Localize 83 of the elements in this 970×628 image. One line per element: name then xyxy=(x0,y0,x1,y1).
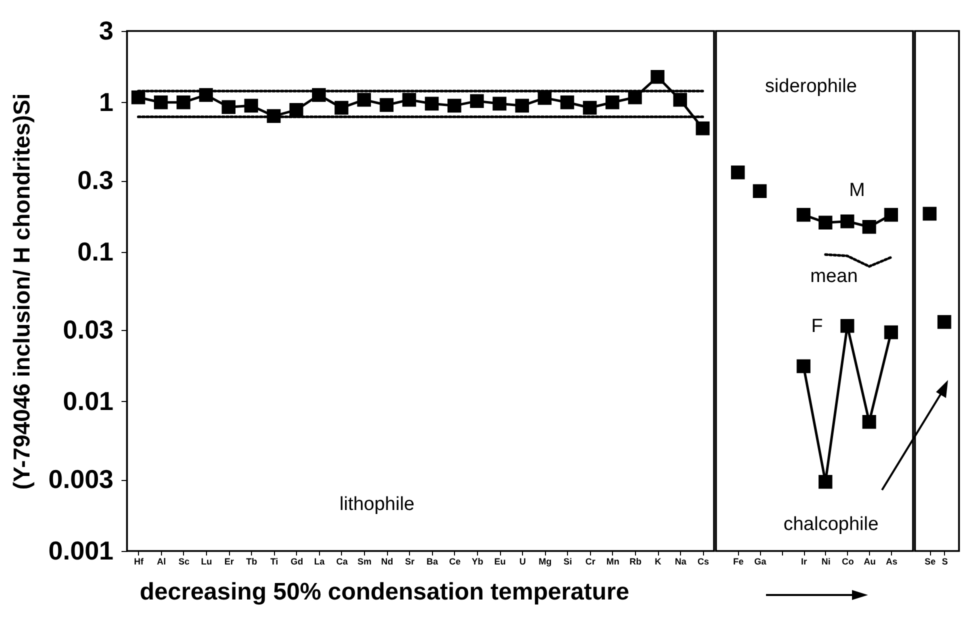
point xyxy=(884,325,898,340)
x-tick-label: Yb xyxy=(472,556,484,566)
annotation: siderophile xyxy=(765,76,857,97)
y-axis-title: (Y-794046 inclusion/ H chondrites)Si xyxy=(8,93,34,490)
x-tick-label: Co xyxy=(842,556,854,566)
x-tick-label: Na xyxy=(674,556,688,566)
x-tick-label: Er xyxy=(224,556,234,566)
x-tick-label: Ti xyxy=(270,556,278,566)
x-tick-label: Fe xyxy=(733,556,744,566)
x-tick-label: Ni xyxy=(821,556,830,566)
point xyxy=(380,98,394,112)
point xyxy=(538,91,552,105)
y-tick-label: 0.3 xyxy=(77,165,114,196)
x-tick-label: Cr xyxy=(585,556,596,566)
point xyxy=(470,94,484,108)
annotation: lithophile xyxy=(340,494,414,515)
point xyxy=(673,92,688,107)
point xyxy=(650,70,664,84)
y-tick-label: 0.1 xyxy=(77,236,114,266)
point xyxy=(560,95,574,110)
x-tick-label: Tb xyxy=(246,556,258,566)
point xyxy=(222,100,236,114)
x-tick-label: As xyxy=(886,556,898,566)
x-tick-label: Au xyxy=(864,556,876,566)
point xyxy=(492,96,506,111)
x-axis-title: decreasing 50% condensation temperature xyxy=(140,578,630,606)
x-tick-label: Hf xyxy=(134,556,145,566)
x-tick-label: Ga xyxy=(754,556,768,566)
x-tick-label: Ba xyxy=(426,556,440,566)
point xyxy=(862,220,876,234)
x-tick-label: Lu xyxy=(201,556,212,566)
point xyxy=(357,92,371,107)
x-tick-label: Eu xyxy=(494,556,506,566)
y-tick-label: 0.003 xyxy=(48,464,114,494)
x-tick-label: Si xyxy=(563,556,572,566)
y-tick-label: 1 xyxy=(99,86,114,117)
x-tick-label: Ca xyxy=(336,556,349,566)
point xyxy=(696,121,710,136)
point xyxy=(818,474,832,489)
point xyxy=(402,92,416,107)
x-tick-label: Se xyxy=(924,556,936,566)
x-tick-label: U xyxy=(519,556,526,566)
y-tick-label: 0.01 xyxy=(62,386,114,416)
y-tick-label: 3 xyxy=(99,16,114,46)
annotation: M xyxy=(849,180,865,201)
point xyxy=(244,98,258,113)
point xyxy=(840,214,854,228)
x-tick-label: Ce xyxy=(449,556,461,566)
annotation: mean xyxy=(810,266,858,287)
point xyxy=(424,96,439,111)
x-tick-label: Sc xyxy=(178,556,190,566)
x-tick-label: Cs xyxy=(697,556,709,566)
x-tick-label: Ir xyxy=(801,556,808,566)
point xyxy=(796,208,810,222)
y-tick-label: 0.03 xyxy=(62,314,114,345)
point xyxy=(334,100,348,115)
point xyxy=(154,95,168,110)
point xyxy=(840,319,854,333)
point xyxy=(818,216,832,230)
x-tick-label: Gd xyxy=(290,556,304,566)
annotation: chalcophile xyxy=(783,514,879,535)
point xyxy=(752,184,767,198)
x-tick-label: La xyxy=(314,556,326,566)
annotation: F xyxy=(811,316,823,337)
y-tick-label: 0.001 xyxy=(48,536,114,566)
point xyxy=(606,95,620,110)
x-tick-label: Rb xyxy=(629,556,642,566)
x-tick-label: S xyxy=(942,556,948,566)
x-tick-label: Sm xyxy=(358,556,372,566)
x-tick-label: Nd xyxy=(381,556,394,566)
x-tick-label: Sr xyxy=(404,556,415,566)
point xyxy=(884,208,898,222)
point xyxy=(730,166,745,180)
point xyxy=(447,98,462,113)
point xyxy=(582,100,597,115)
point xyxy=(515,98,529,113)
point xyxy=(176,95,190,110)
x-tick-label: Mn xyxy=(606,556,620,566)
x-tick-label: K xyxy=(654,556,662,566)
point xyxy=(862,415,876,429)
point xyxy=(796,359,810,374)
x-tick-label: Mg xyxy=(538,556,552,566)
x-tick-label: Al xyxy=(156,556,166,566)
